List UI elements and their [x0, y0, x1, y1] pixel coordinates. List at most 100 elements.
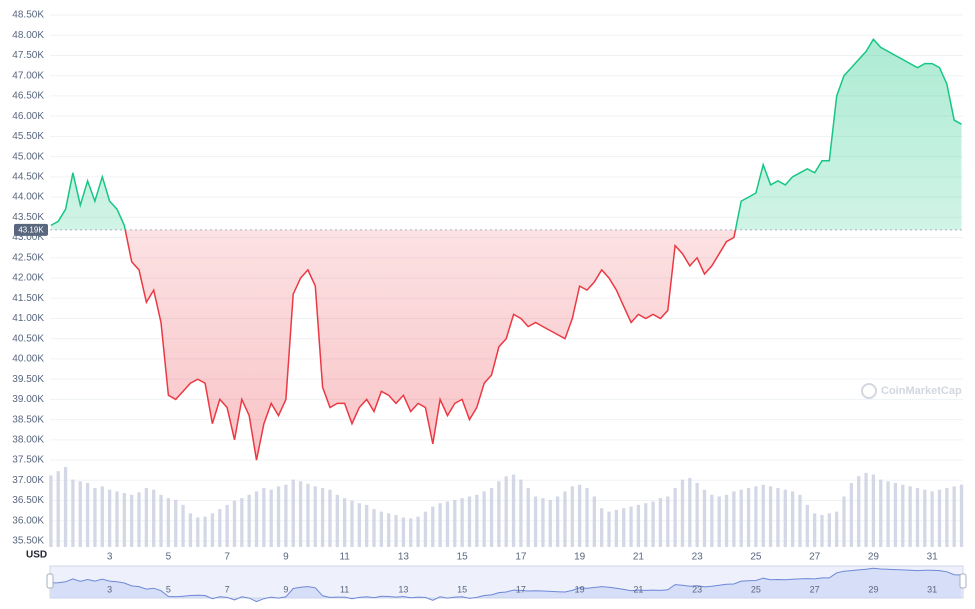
- volume-bar: [357, 503, 361, 547]
- x-tick-label: 25: [750, 552, 762, 563]
- navigator-tick-label: 29: [868, 584, 878, 594]
- volume-bar: [240, 498, 244, 547]
- volume-bar: [952, 486, 956, 547]
- navigator-tick-label: 31: [927, 584, 937, 594]
- volume-bar: [717, 496, 721, 547]
- volume-bar: [636, 504, 641, 547]
- volume-bar: [130, 494, 134, 547]
- volume-bar: [857, 476, 861, 547]
- volume-bar: [614, 509, 619, 547]
- x-tick-label: 19: [574, 552, 586, 563]
- volume-bar: [908, 486, 912, 547]
- volume-bar: [335, 494, 339, 547]
- volume-bar: [776, 488, 780, 547]
- volume-bar: [181, 504, 185, 547]
- y-tick-label: 48.00K: [12, 30, 44, 41]
- volume-bar: [453, 499, 457, 547]
- price-line-above: [50, 38, 962, 230]
- navigator-tick-label: 11: [340, 584, 349, 594]
- y-tick-label: 43.50K: [12, 212, 44, 223]
- volume-bar: [732, 491, 736, 547]
- volume-bar: [790, 491, 795, 547]
- volume-bar: [225, 504, 229, 547]
- volume-bar: [820, 515, 824, 547]
- volume-bar: [196, 517, 200, 547]
- volume-bar: [489, 488, 494, 547]
- volume-bar: [658, 498, 663, 547]
- navigator-tick-label: 13: [398, 584, 408, 594]
- volume-bar: [409, 518, 413, 547]
- navigator-tick-label: 5: [166, 584, 171, 594]
- y-tick-label: 39.00K: [12, 394, 44, 405]
- navigator-area: [50, 568, 962, 602]
- volume-bar: [930, 491, 934, 547]
- currency-label: USD: [26, 550, 47, 561]
- volume-bar: [203, 516, 207, 547]
- volume-bar: [622, 508, 626, 547]
- volume-bar: [166, 498, 171, 547]
- volume-bar: [651, 501, 655, 547]
- volume-bar: [174, 499, 178, 547]
- volume-bar: [504, 476, 508, 547]
- volume-bar: [886, 481, 890, 547]
- x-tick-label: 31: [927, 552, 939, 563]
- volume-bar: [702, 489, 707, 547]
- volume-bar: [585, 488, 589, 547]
- navigator-tick-label: 21: [633, 584, 643, 594]
- volume-bar: [159, 494, 163, 547]
- volume-bar: [63, 467, 68, 547]
- volume-bar: [152, 489, 156, 547]
- volume-bar: [497, 481, 501, 547]
- volume-bar: [482, 491, 486, 547]
- volume-bar: [306, 483, 310, 547]
- y-tick-label: 36.50K: [12, 495, 44, 506]
- baseline-label-box: [14, 223, 48, 236]
- volume-bar: [805, 504, 809, 547]
- y-tick-label: 42.00K: [12, 273, 44, 284]
- volume-bar: [431, 506, 435, 547]
- volume-bar: [901, 484, 905, 547]
- y-tick-label: 37.00K: [12, 475, 44, 486]
- volume-bar: [78, 481, 82, 547]
- navigator-handle: [46, 573, 54, 589]
- volume-bar: [144, 488, 149, 547]
- volume-bar: [372, 509, 376, 547]
- volume-bar: [577, 484, 582, 547]
- x-tick-label: 11: [339, 552, 350, 563]
- volume-bar: [115, 491, 119, 547]
- y-tick-label: 44.00K: [12, 192, 44, 203]
- watermark-text: CoinMarketCap: [881, 385, 962, 397]
- volume-bar: [387, 513, 391, 547]
- volume-bar: [915, 488, 920, 547]
- volume-bar: [768, 486, 773, 547]
- volume-bar: [416, 516, 420, 547]
- baseline-label: 43.19K: [18, 225, 44, 234]
- navigator-tick-label: 25: [751, 584, 761, 594]
- navigator-tick-label: 7: [225, 584, 230, 594]
- volume-bar: [122, 493, 126, 547]
- volume-bar: [210, 513, 215, 547]
- x-tick-label: 21: [633, 552, 645, 563]
- volume-bar: [798, 494, 802, 547]
- x-tick-label: 15: [457, 552, 469, 563]
- volume-bar: [923, 489, 927, 547]
- volume-bar: [218, 509, 222, 547]
- y-tick-label: 38.00K: [12, 434, 44, 445]
- volume-bar: [71, 479, 75, 547]
- volume-bar: [475, 494, 479, 547]
- x-tick-label: 3: [107, 552, 113, 563]
- y-tick-label: 46.50K: [12, 91, 44, 102]
- volume-bar: [959, 484, 964, 547]
- volume-bar: [827, 513, 831, 547]
- y-tick-label: 37.50K: [12, 455, 44, 466]
- volume-bar: [673, 488, 677, 547]
- y-tick-label: 45.50K: [12, 131, 44, 142]
- navigator-tick-label: 19: [575, 584, 585, 594]
- volume-bar: [460, 498, 464, 547]
- volume-bar: [276, 486, 281, 547]
- volume-bar: [438, 503, 442, 547]
- volume-bar: [849, 483, 854, 547]
- volume-bar: [710, 494, 714, 547]
- volume-bar: [526, 488, 530, 547]
- volume-bar: [871, 474, 876, 547]
